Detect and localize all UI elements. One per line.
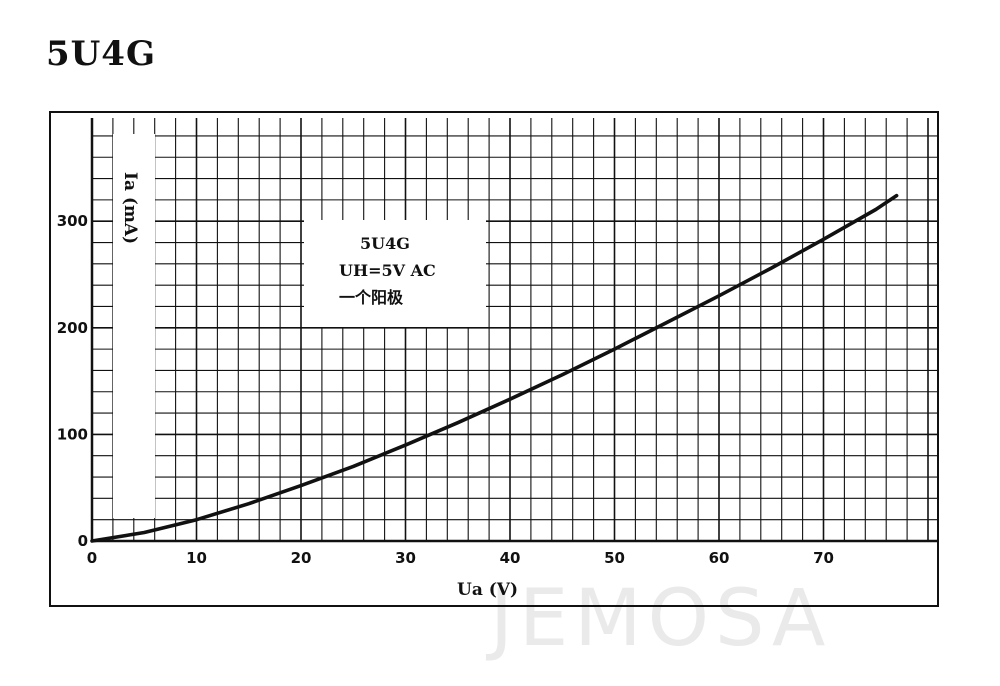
x-tick-label: 20 (291, 549, 312, 567)
x-tick-label: 40 (500, 549, 521, 567)
series-group (90, 193, 899, 543)
y-axis-label: Ia (mA) (120, 172, 140, 244)
series-line (90, 193, 899, 543)
x-tick-label: 70 (813, 549, 834, 567)
legend-line-2: UH=5V AC (339, 261, 436, 280)
x-tick-labels: 0 10 20 30 40 50 60 70 (87, 549, 834, 567)
x-tick-label: 60 (709, 549, 730, 567)
x-axis-label: Ua (V) (457, 580, 518, 600)
y-tick-label: 200 (57, 319, 88, 337)
y-tick-label: 100 (57, 425, 88, 443)
page-title: 5U4G (46, 34, 157, 74)
legend-box (304, 220, 486, 327)
chart-frame (49, 111, 939, 607)
y-tick-label: 0 (78, 532, 88, 550)
x-tick-label: 0 (87, 549, 97, 567)
grid (91, 118, 938, 542)
axes (90, 118, 938, 543)
y-tick-label: 300 (57, 212, 88, 230)
x-tick-label: 30 (395, 549, 416, 567)
legend-line-1: 5U4G (360, 234, 410, 253)
legend-line-3: 一个阳极 (339, 288, 404, 307)
watermark: JEMOSA (485, 574, 831, 664)
ylabel-band (113, 134, 155, 518)
x-tick-label: 50 (604, 549, 625, 567)
x-tick-label: 10 (186, 549, 207, 567)
y-tick-labels: 0 100 200 300 (57, 212, 88, 550)
